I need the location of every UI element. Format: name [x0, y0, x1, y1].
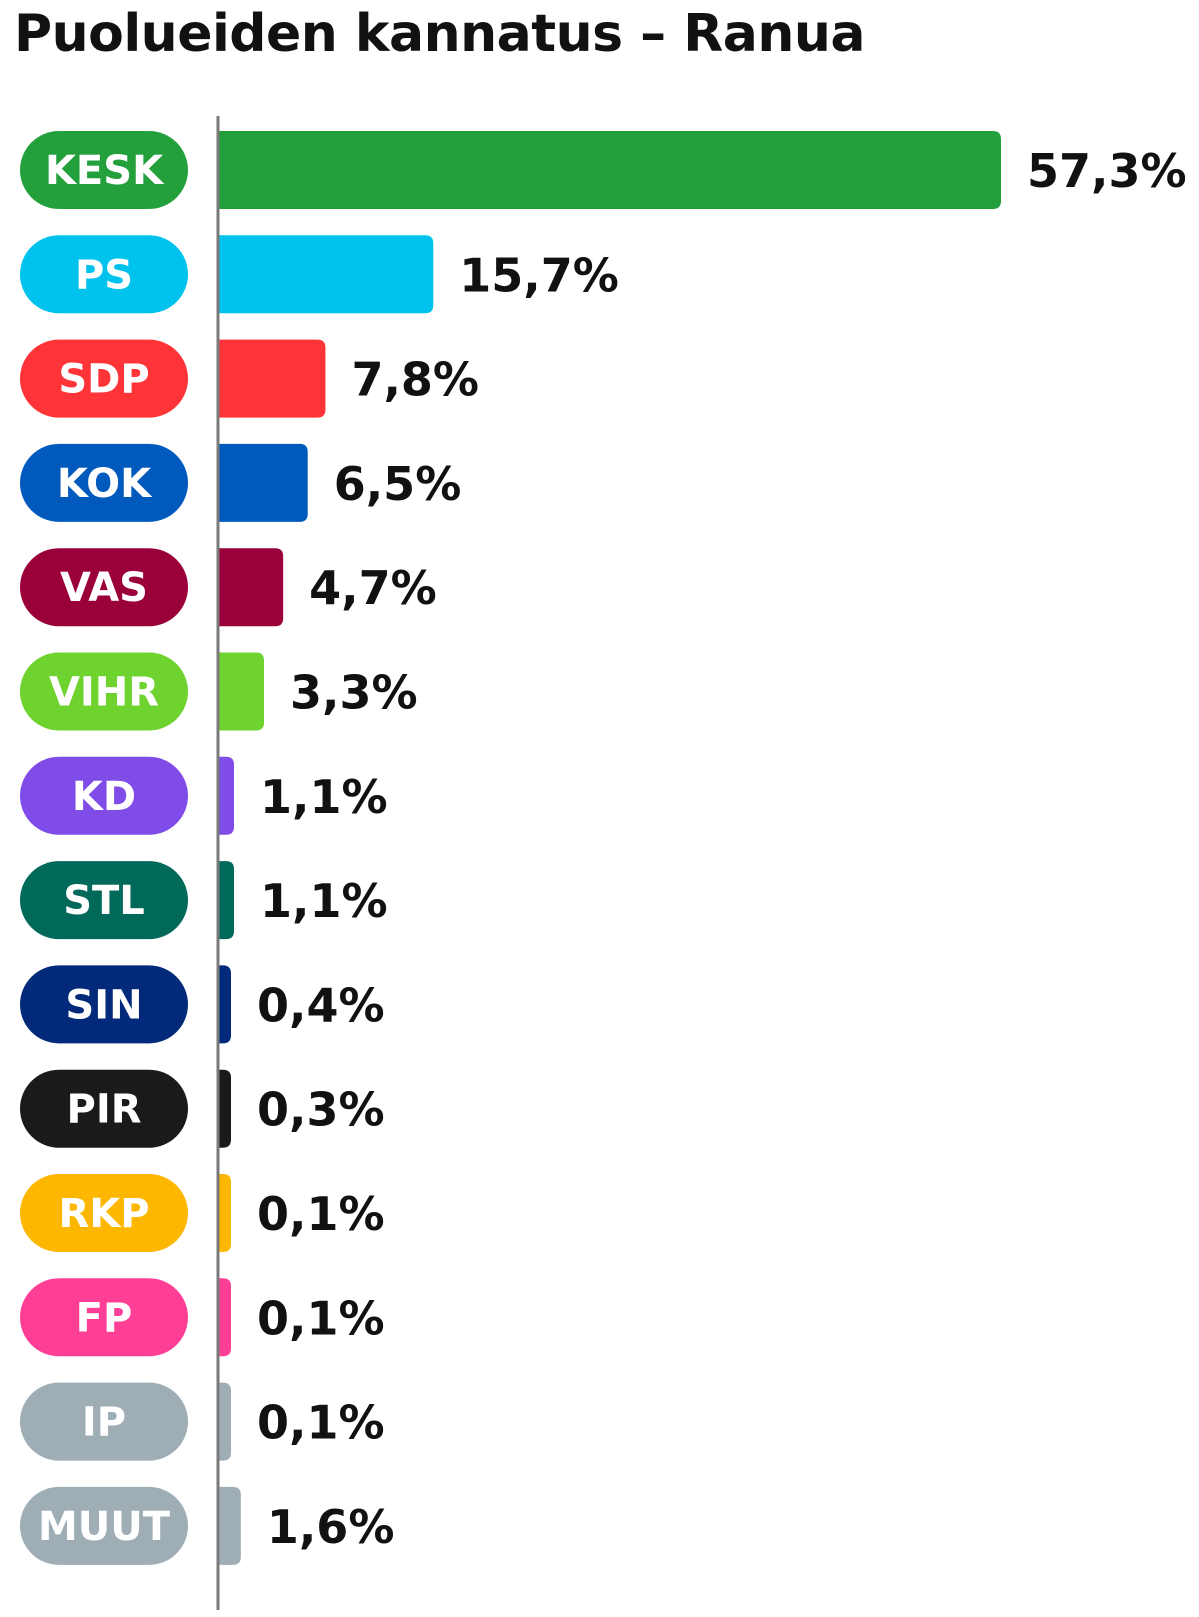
value-label: 0,1% [257, 1187, 385, 1241]
bar-muut [219, 1486, 241, 1565]
bar-kesk [219, 131, 1001, 209]
bar-kok [219, 443, 308, 522]
category-label: SDP [58, 357, 149, 403]
category-label: VIHR [49, 670, 159, 716]
category-label: SIN [65, 982, 142, 1028]
party-pill-muut [20, 1486, 188, 1565]
category-label: RKP [58, 1191, 149, 1237]
party-pill-vihr [20, 652, 188, 731]
bar-vihr [219, 652, 265, 731]
category-label: PS [75, 252, 133, 298]
party-pill-kd [20, 756, 188, 835]
value-label: 6,5% [334, 457, 462, 511]
category-label: MUUT [38, 1504, 171, 1550]
bar-pir [219, 1069, 231, 1148]
value-label: 1,1% [260, 770, 388, 824]
value-label: 3,3% [290, 666, 418, 720]
party-pill-sin [20, 965, 188, 1044]
category-label: PIR [67, 1087, 142, 1133]
category-label: STL [63, 878, 145, 924]
party-pill-ip [20, 1382, 188, 1461]
value-label: 1,6% [267, 1500, 395, 1554]
party-pill-pir [20, 1069, 188, 1148]
category-label: IP [82, 1400, 126, 1446]
bar-ip [219, 1382, 231, 1461]
party-pill-vas [20, 548, 188, 627]
chart-title: Puolueiden kannatus – Ranua [14, 4, 866, 64]
category-label: VAS [60, 565, 148, 611]
value-label: 1,1% [260, 874, 388, 928]
bar-fp [219, 1278, 231, 1357]
bar-vas [219, 548, 284, 627]
bar-ps [219, 235, 434, 314]
bar-stl [219, 861, 235, 940]
party-pill-rkp [20, 1174, 188, 1252]
value-label: 0,3% [257, 1083, 385, 1137]
value-label: 0,1% [257, 1396, 385, 1450]
category-label: KOK [57, 461, 153, 507]
value-label: 15,7% [459, 248, 619, 302]
party-pill-stl [20, 861, 188, 940]
bar-sin [219, 965, 231, 1044]
value-label: 4,7% [309, 561, 437, 615]
category-label: KD [72, 774, 136, 820]
party-pill-ps [20, 235, 188, 314]
bar-rkp [219, 1174, 231, 1252]
category-label: FP [76, 1295, 133, 1341]
bar-kd [219, 756, 235, 835]
value-label: 0,4% [257, 978, 385, 1032]
party-pill-kok [20, 443, 188, 522]
bar-sdp [219, 339, 326, 418]
value-label: 0,1% [257, 1291, 385, 1345]
category-label: KESK [45, 148, 165, 194]
party-pill-fp [20, 1278, 188, 1357]
party-pill-sdp [20, 339, 188, 418]
party-pill-kesk [20, 131, 188, 209]
value-label: 57,3% [1027, 144, 1187, 198]
value-label: 7,8% [351, 353, 479, 407]
